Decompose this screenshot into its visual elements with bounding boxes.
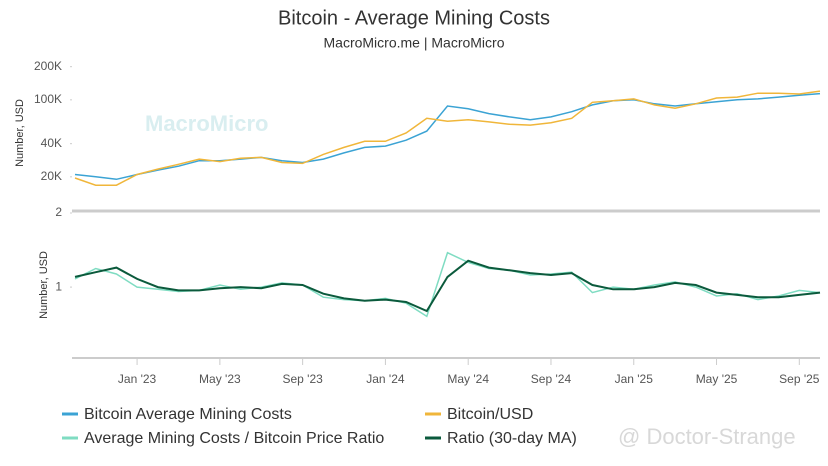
series-line bbox=[74, 251, 821, 318]
x-tick-label: May '24 bbox=[447, 372, 489, 386]
series-line bbox=[74, 92, 821, 181]
y-tick-label: 1 bbox=[55, 279, 62, 293]
x-tick-label: May '23 bbox=[199, 372, 241, 386]
x-tick-label: Sep '25 bbox=[779, 372, 820, 386]
x-tick-label: Jan '24 bbox=[366, 372, 405, 386]
y-tick-label: 200K bbox=[34, 59, 62, 73]
y-axis-label: Number, USD bbox=[38, 251, 50, 319]
legend-label: Bitcoin Average Mining Costs bbox=[84, 406, 292, 423]
series-line bbox=[74, 259, 821, 313]
x-tick-label: Sep '24 bbox=[531, 372, 572, 386]
y-axis-label: Number, USD bbox=[14, 99, 26, 167]
y-tick-label: 40K bbox=[41, 136, 62, 150]
y-tick-label: 100K bbox=[34, 92, 62, 106]
x-tick-label: Jan '25 bbox=[615, 372, 654, 386]
chart-subtitle: MacroMicro.me | MacroMicro bbox=[324, 35, 505, 51]
legend-label: Average Mining Costs / Bitcoin Price Rat… bbox=[84, 430, 384, 447]
legend-label: Ratio (30-day MA) bbox=[447, 430, 577, 447]
chart-title: Bitcoin - Average Mining Costs bbox=[278, 7, 550, 29]
y-tick-label: 2 bbox=[55, 205, 62, 219]
x-tick-label: May '25 bbox=[696, 372, 738, 386]
x-tick-label: Sep '23 bbox=[282, 372, 323, 386]
legend-label: Bitcoin/USD bbox=[447, 406, 533, 423]
series-line bbox=[74, 90, 821, 186]
watermark: MacroMicro bbox=[145, 111, 268, 136]
overlay-watermark: @ Doctor-Strange bbox=[618, 424, 796, 449]
x-tick-label: Jan '23 bbox=[118, 372, 157, 386]
y-tick-label: 20K bbox=[41, 169, 62, 183]
